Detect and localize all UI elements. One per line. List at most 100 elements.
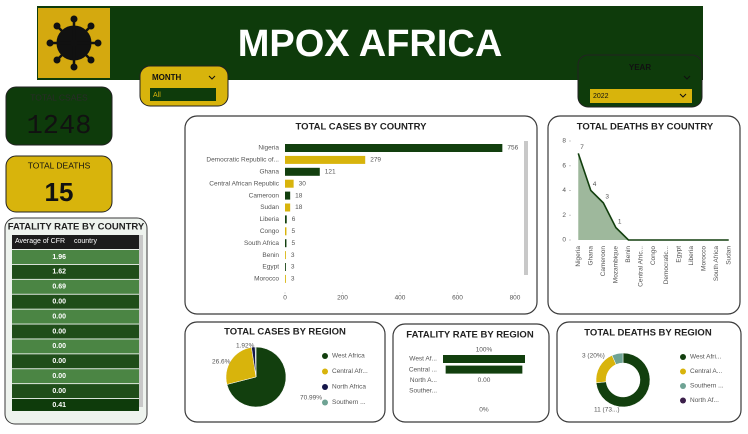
x-tick-label: Egypt [675,246,682,263]
table-cell: 0.69 [52,284,66,291]
legend-swatch [680,383,686,389]
table-total-row [12,399,139,411]
funnel-top-label: 100% [476,347,493,354]
kpi-value: 15 [45,177,74,207]
chart-panel [184,115,538,315]
table-cell: 0.00 [52,343,66,350]
x-tick-label: Cameroon [600,246,607,277]
legend-entry: Central A... [690,368,722,375]
table-row [12,294,139,309]
bar [285,179,294,188]
bar [285,215,287,224]
funnel-bar [443,355,525,363]
dashboard-title: MPOX AFRICA [238,23,503,65]
scrollbar[interactable] [139,235,143,407]
data-label: 3 (20%) [582,353,605,360]
y-tick-label: 2 [562,212,566,219]
legend-entry: West Africa [332,353,365,360]
slice [611,352,624,365]
column-header[interactable]: Average of CFR [15,238,65,245]
slice [225,347,257,385]
table-row [12,250,139,264]
data-label: 756 [507,145,518,152]
legend-swatch [322,399,328,406]
column-header[interactable]: country [74,238,97,245]
y-tick-label: Nigeria [258,145,279,152]
x-tick-label: 200 [337,295,348,302]
slicer-value: 2022 [593,93,609,100]
data-label: 26.6% [212,359,231,366]
data-label: 121 [325,169,336,176]
chart-title: TOTAL DEATHS BY COUNTRY [577,122,714,133]
data-label: 5 [291,228,295,235]
area [578,153,729,240]
legend-entry: North Af... [690,397,719,404]
data-label: 279 [370,157,381,164]
dropdown-chevron [208,75,216,80]
table-cell: 1.96 [52,254,66,261]
table-row [12,324,139,339]
legend-entry: Southern ... [690,383,724,390]
table-row [12,309,139,324]
virus-icon [46,15,102,71]
legend-swatch [322,368,328,375]
legend-swatch [680,368,686,375]
slice [595,352,651,408]
data-label: 6 [292,216,296,223]
y-tick-label: 0 [562,237,566,244]
table-total: 0.41 [52,402,66,409]
table-row [12,384,139,399]
table-row [12,264,139,279]
legend-swatch [680,354,686,360]
y-tick-label: 8 [562,138,566,145]
month-dropdown[interactable] [150,88,216,101]
x-tick-label: Central Afric... [638,246,645,287]
y-tick-label: Liberia [259,216,279,223]
table-cell: 0.00 [52,388,66,395]
legend-entry: Central Afr... [332,368,368,375]
x-tick-label: 800 [510,295,521,302]
x-tick-label: Morocco [700,246,707,271]
table-cell: 0.00 [52,313,66,320]
slicer-label: YEAR [629,63,651,72]
x-tick-label: Benin [625,246,632,263]
y-tick-label: Central African Republic [209,180,279,187]
data-label: 3 [291,276,295,283]
table-row [12,279,139,294]
x-tick-label: Mozambique [613,246,620,284]
scrollbar[interactable] [524,141,528,275]
year-dropdown[interactable] [590,89,692,103]
dropdown-chevron [683,75,691,80]
slicer-label: MONTH [152,73,182,82]
table-row [12,354,139,369]
table-body: CameroonNigeriaGhanaBeninCentral African… [12,250,139,399]
x-tick-label: Democratic... [663,246,670,284]
slice [226,346,287,408]
table-cell: 0.00 [52,358,66,365]
bar [285,263,286,271]
bar [285,144,503,152]
table-cell: 1.62 [52,269,66,276]
data-label: 3 [291,264,295,271]
table-cell: 0.00 [52,328,66,335]
y-tick-label: Benin [262,252,279,259]
data-label: 7 [580,144,584,151]
chart-title: TOTAL CASES BY COUNTRY [296,122,428,133]
bar [285,155,366,164]
data-label: 3 [605,194,609,201]
data-label: 11 (73...) [594,407,620,414]
x-tick-label: 400 [395,295,406,302]
x-tick-label: Ghana [588,246,595,266]
kpi-card [5,86,113,146]
data-label: 0.00 [478,377,491,384]
chart-panel [547,115,741,315]
table-title: FATALITY RATE BY COUNTRY [8,222,145,233]
y-tick-label: Democratic Republic of... [206,157,279,164]
bar [285,251,286,260]
chart-title: TOTAL CASES BY REGION [224,327,346,338]
legend-swatch [322,384,328,390]
legend-entry: North Africa [332,384,366,391]
y-tick-label: South Africa [244,240,279,247]
bar [285,203,291,212]
